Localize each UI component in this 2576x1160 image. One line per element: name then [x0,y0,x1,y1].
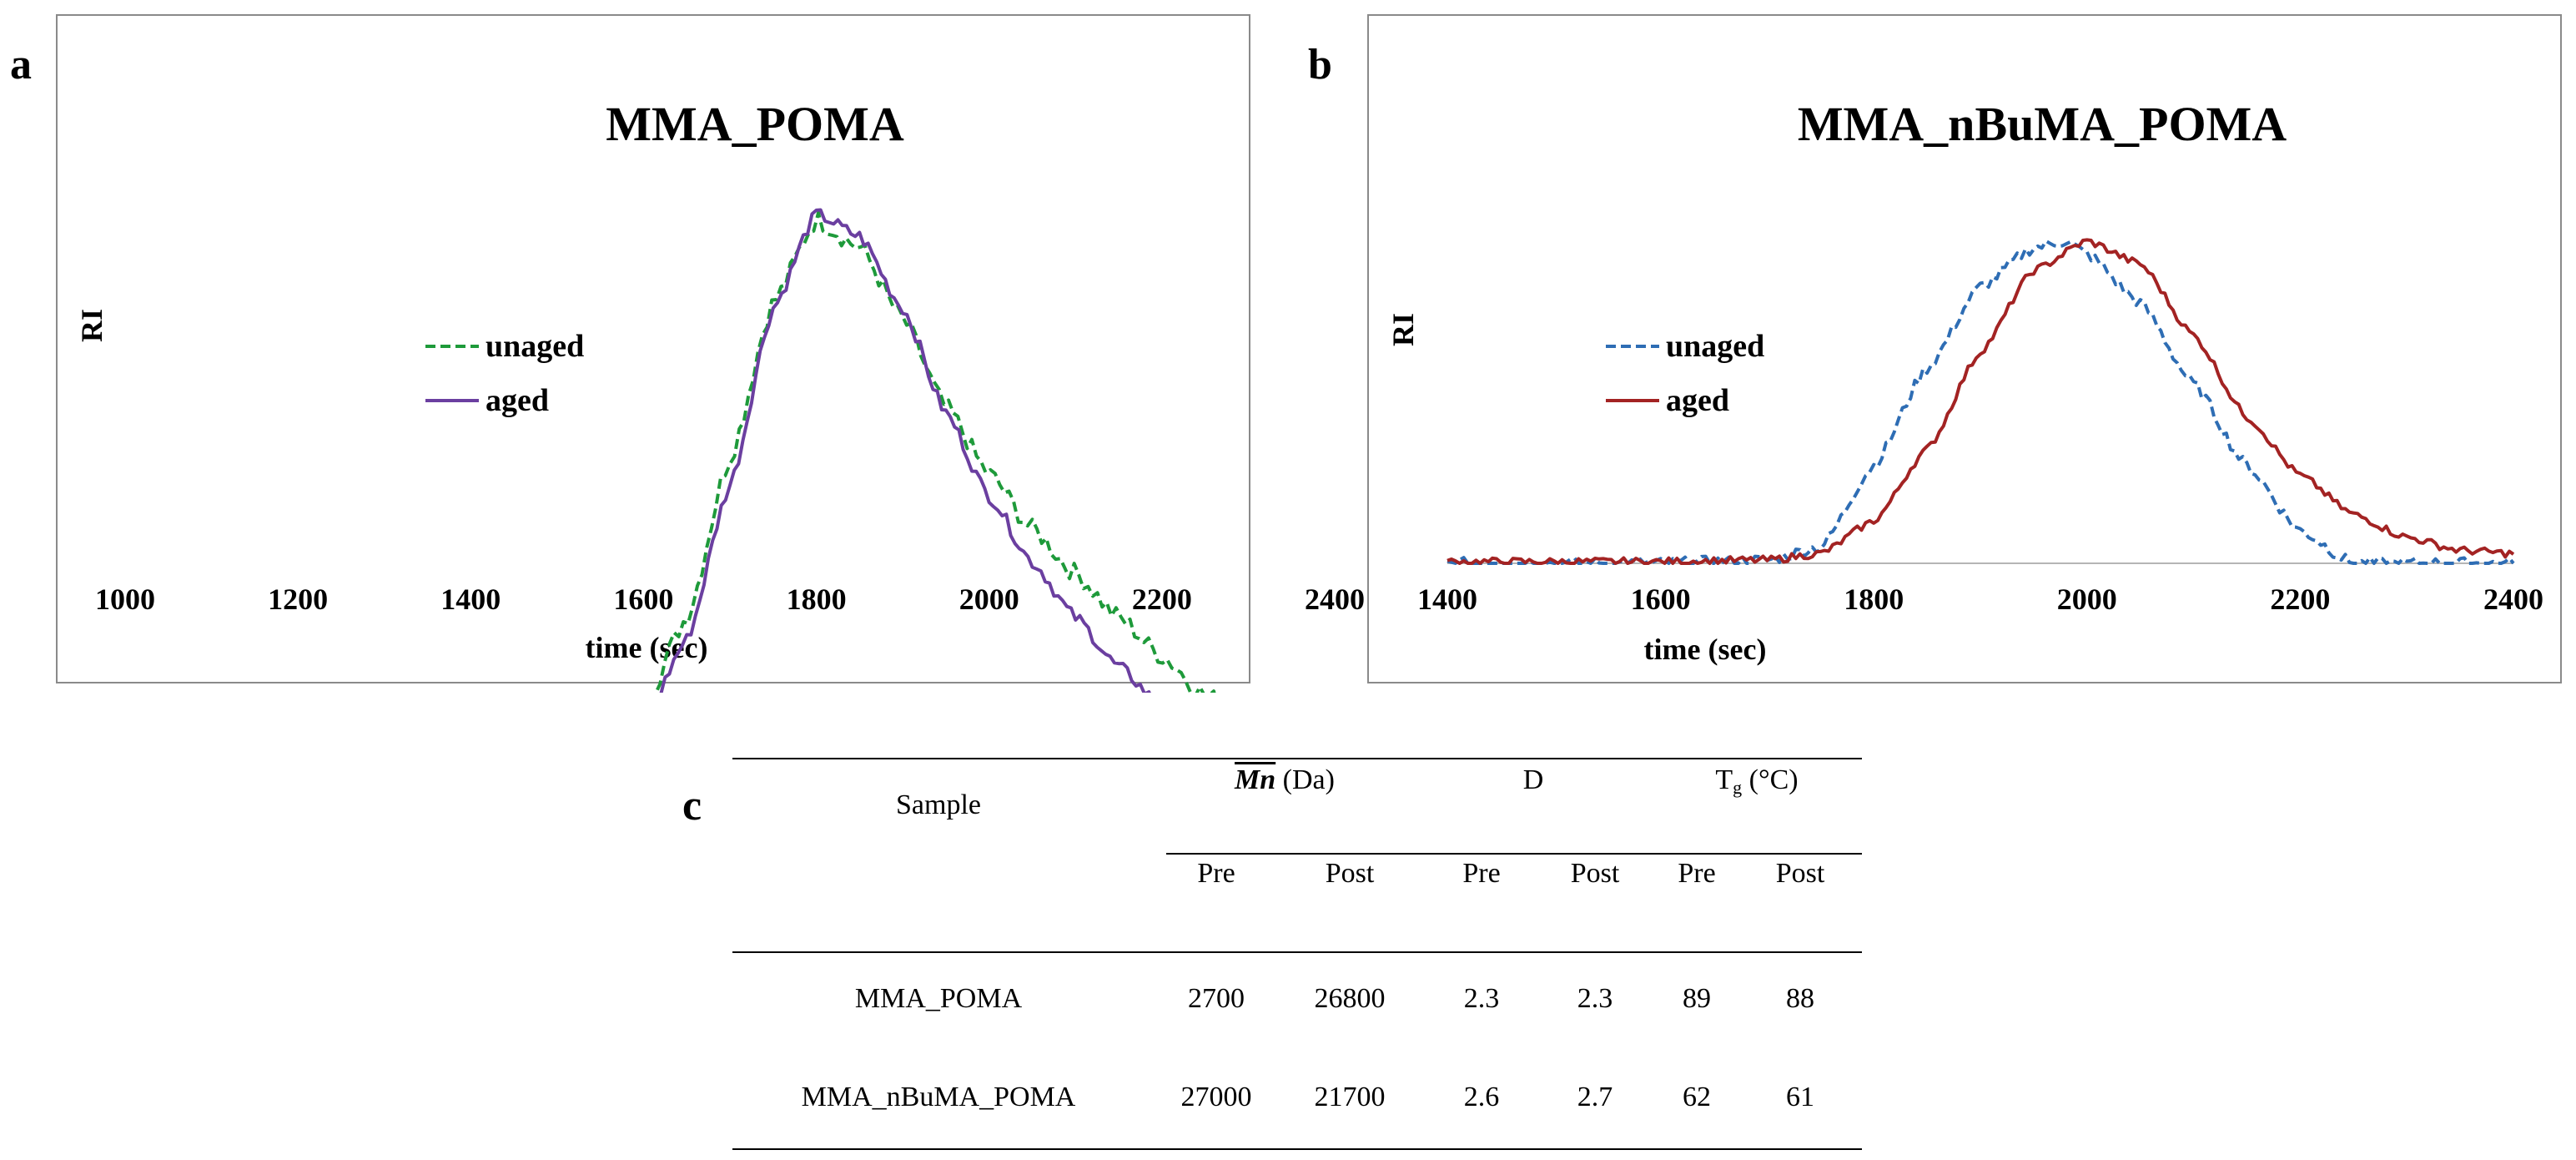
table-row-1-tg-pre: 89 [1683,983,1711,1014]
table-row-2-d-post: 2.7 [1577,1082,1613,1112]
charts-canvas: MMA_POMA RI 1000 1200 1400 1600 1800 2000 2200 24… [56,14,2562,693]
panel-label-a: a [10,41,32,88]
chart-a-tick-label: 2400 [1305,583,1365,616]
chart-b-ylabel: RI [1386,313,1420,346]
chart-a-legend-label-unaged: unaged [486,329,584,364]
table-bottom-rule [732,1148,1862,1150]
table-header-rule [1166,853,1862,855]
table-row-2-tg-post: 61 [1786,1082,1814,1112]
chart-b-tick-label: 1600 [1631,583,1691,616]
chart-b-tick-label: 2000 [2057,583,2117,616]
header-mn: Mn (Da) [1235,766,1335,794]
table-row-1-d-pre: 2.3 [1463,983,1500,1014]
subheader-mn-post: Post [1325,858,1375,889]
table-row-1-mn-pre: 2700 [1188,983,1245,1014]
chart-a-tick-label: 1200 [268,583,328,616]
panel-label-b: b [1308,41,1332,88]
subheader-d-post: Post [1570,858,1620,889]
chart-a-tick-label: 1600 [613,583,673,616]
table-row-1-sample: MMA_POMA [854,983,1023,1014]
chart-a-ylabel: RI [75,309,108,342]
header-sample: Sample [896,789,981,820]
chart-a-legend-label-aged: aged [486,383,549,418]
chart-a-frame [56,14,1250,683]
table-row-2-sample: MMA_nBuMA_POMA [801,1082,1076,1112]
table-row-2-d-pre: 2.6 [1463,1082,1500,1112]
chart-b-title: MMA_nBuMA_POMA [1798,97,2287,151]
chart-b-legend-label-unaged: unaged [1666,329,1764,364]
chart-a-tick-label: 1400 [440,583,501,616]
chart-a-tick-label: 1800 [787,583,847,616]
chart-b-legend-label-aged: aged [1666,383,1729,418]
chart-a-series-aged-line [659,208,1151,693]
chart-b-xlabel: time (sec) [1644,633,1767,666]
chart-b-tick-label: 1400 [1417,583,1477,616]
chart-b-tick-label: 2400 [2483,583,2543,616]
header-mn-symbol: Mn [1235,764,1276,795]
table-row-2-mn-post: 21700 [1314,1082,1386,1112]
chart-b-series-aged-line [1446,238,2515,565]
panel-label-c: c [682,782,702,830]
header-tg-subscript: g [1733,777,1743,798]
subheader-tg-post: Post [1775,858,1825,889]
header-tg: Tg (°C) [1715,766,1798,797]
header-mn-unit: (Da) [1275,764,1335,795]
chart-b-tick-label: 1800 [1844,583,1904,616]
chart-b-tick-label: 2200 [2270,583,2330,616]
subheader-mn-pre: Pre [1197,858,1235,889]
header-d: D [1522,764,1544,795]
table-row-2-tg-pre: 62 [1683,1082,1711,1112]
chart-b-series-unaged-line [1446,239,2515,565]
table-top-rule [732,758,1862,759]
chart-a-tick-label: 2000 [959,583,1019,616]
header-tg-symbol: T [1715,764,1733,795]
table-row-1-mn-post: 26800 [1314,983,1386,1014]
chart-a-tick-label: 2200 [1132,583,1192,616]
chart-a-title: MMA_POMA [606,97,904,151]
table-row-1-tg-post: 88 [1786,983,1814,1014]
chart-b-frame [1367,14,2562,683]
subheader-tg-pre: Pre [1678,858,1716,889]
table-body-rule [732,951,1862,953]
chart-a-tick-label: 1000 [95,583,155,616]
table-row-1-d-post: 2.3 [1577,983,1613,1014]
header-tg-unit: (°C) [1742,764,1799,795]
subheader-d-pre: Pre [1462,858,1501,889]
table-row-2-mn-pre: 27000 [1180,1082,1252,1112]
